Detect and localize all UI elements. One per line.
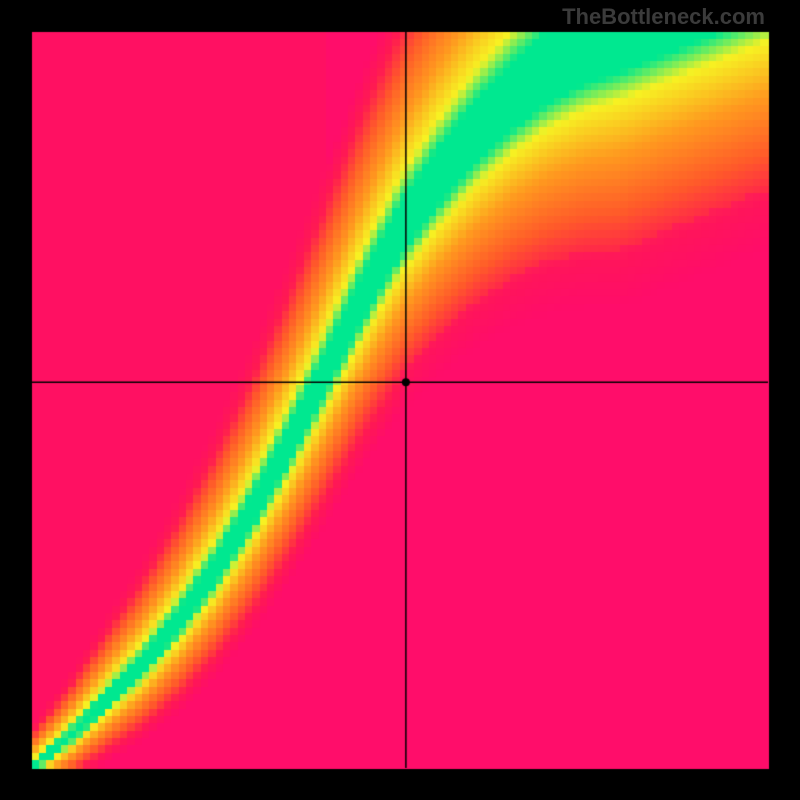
- chart-container: { "watermark": { "text": "TheBottleneck.…: [0, 0, 800, 800]
- bottleneck-heatmap: [0, 0, 800, 800]
- watermark-text: TheBottleneck.com: [562, 4, 765, 30]
